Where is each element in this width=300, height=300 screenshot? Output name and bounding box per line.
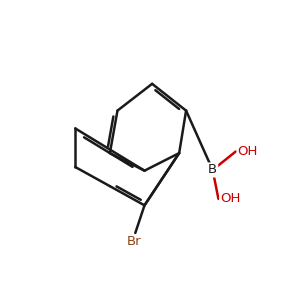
Text: Br: Br: [127, 236, 141, 248]
Text: B: B: [208, 164, 217, 176]
Text: OH: OH: [220, 192, 241, 206]
Text: OH: OH: [238, 145, 258, 158]
